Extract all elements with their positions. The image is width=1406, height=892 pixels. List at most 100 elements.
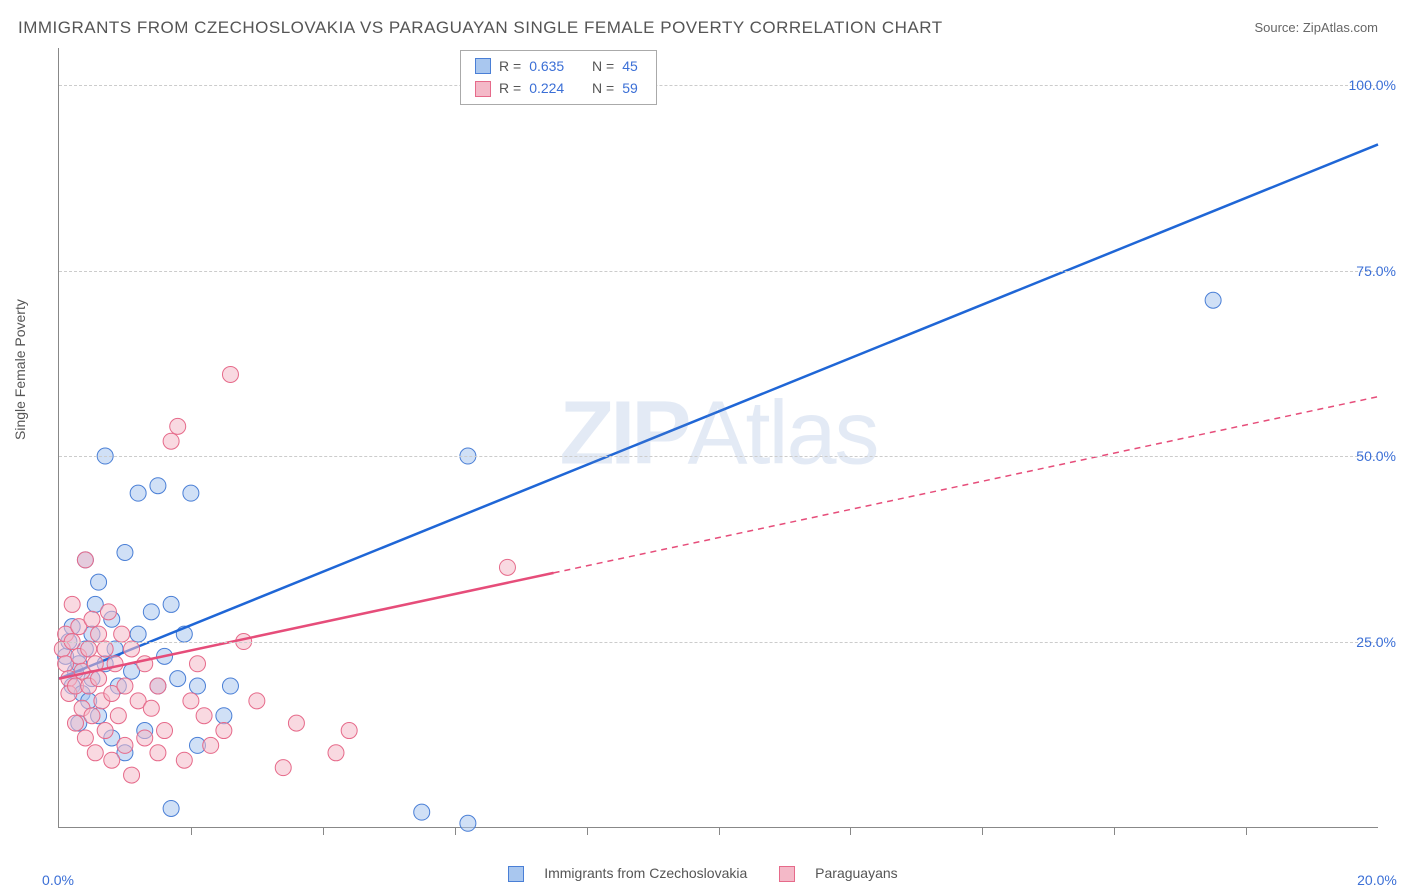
scatter-point-para — [124, 767, 140, 783]
scatter-point-para — [341, 723, 357, 739]
x-tick-label: 0.0% — [42, 872, 74, 888]
r-label: R = — [499, 55, 521, 77]
legend-row-czech: R = 0.635 N = 45 — [475, 55, 642, 77]
legend-label-czech: Immigrants from Czechoslovakia — [544, 865, 747, 881]
scatter-point-para — [67, 715, 83, 731]
y-tick-label: 25.0% — [1356, 634, 1396, 650]
scatter-point-para — [117, 678, 133, 694]
x-tick — [1246, 827, 1247, 835]
legend-correlation: R = 0.635 N = 45 R = 0.224 N = 59 — [460, 50, 657, 105]
legend-swatch-para — [475, 81, 491, 97]
scatter-point-czech — [143, 604, 159, 620]
scatter-point-czech — [163, 800, 179, 816]
scatter-point-para — [249, 693, 265, 709]
scatter-point-czech — [130, 485, 146, 501]
gridline-h — [59, 456, 1378, 457]
scatter-point-para — [97, 723, 113, 739]
scatter-point-para — [183, 693, 199, 709]
n-value: 45 — [622, 55, 638, 77]
scatter-point-czech — [189, 678, 205, 694]
chart-svg — [59, 48, 1378, 827]
x-tick — [455, 827, 456, 835]
legend-series: Immigrants from Czechoslovakia Paraguaya… — [0, 865, 1406, 882]
scatter-point-para — [196, 708, 212, 724]
x-tick — [191, 827, 192, 835]
scatter-point-para — [84, 708, 100, 724]
scatter-point-para — [114, 626, 130, 642]
scatter-point-para — [216, 723, 232, 739]
x-tick — [982, 827, 983, 835]
scatter-point-para — [81, 641, 97, 657]
scatter-point-czech — [130, 626, 146, 642]
scatter-point-para — [107, 656, 123, 672]
legend-swatch-czech — [475, 58, 491, 74]
scatter-point-czech — [414, 804, 430, 820]
legend-swatch-czech — [508, 866, 524, 882]
scatter-point-czech — [170, 671, 186, 687]
x-tick — [1114, 827, 1115, 835]
scatter-point-para — [87, 745, 103, 761]
scatter-point-para — [275, 760, 291, 776]
scatter-point-czech — [163, 596, 179, 612]
y-axis-label: Single Female Poverty — [12, 299, 28, 440]
scatter-point-para — [137, 730, 153, 746]
scatter-point-para — [176, 752, 192, 768]
n-label: N = — [592, 55, 614, 77]
scatter-point-para — [189, 656, 205, 672]
x-tick — [850, 827, 851, 835]
scatter-point-para — [150, 745, 166, 761]
scatter-point-para — [222, 366, 238, 382]
scatter-point-para — [499, 559, 515, 575]
scatter-point-para — [328, 745, 344, 761]
scatter-point-czech — [91, 574, 107, 590]
y-tick-label: 50.0% — [1356, 448, 1396, 464]
scatter-point-para — [84, 611, 100, 627]
scatter-point-czech — [183, 485, 199, 501]
legend-item-czech: Immigrants from Czechoslovakia — [500, 865, 755, 881]
trend-line-czech — [59, 144, 1378, 678]
scatter-point-para — [97, 641, 113, 657]
x-tick — [323, 827, 324, 835]
scatter-point-czech — [1205, 292, 1221, 308]
scatter-point-para — [124, 641, 140, 657]
scatter-point-czech — [460, 815, 476, 831]
n-value: 59 — [622, 77, 638, 99]
y-tick-label: 75.0% — [1356, 263, 1396, 279]
y-tick-label: 100.0% — [1349, 77, 1396, 93]
scatter-point-para — [143, 700, 159, 716]
x-tick — [587, 827, 588, 835]
scatter-point-para — [77, 552, 93, 568]
plot-area: ZIPAtlas — [58, 48, 1378, 828]
legend-label-para: Paraguayans — [815, 865, 898, 881]
scatter-point-czech — [150, 478, 166, 494]
legend-swatch-para — [779, 866, 795, 882]
scatter-point-para — [157, 723, 173, 739]
gridline-h — [59, 85, 1378, 86]
scatter-point-para — [100, 604, 116, 620]
scatter-point-para — [91, 671, 107, 687]
scatter-point-para — [91, 626, 107, 642]
scatter-point-para — [117, 737, 133, 753]
trend-line-dashed-para — [554, 397, 1378, 573]
scatter-point-para — [77, 730, 93, 746]
scatter-point-para — [163, 433, 179, 449]
r-label: R = — [499, 77, 521, 99]
legend-item-para: Paraguayans — [771, 865, 905, 881]
scatter-point-para — [64, 596, 80, 612]
scatter-point-para — [203, 737, 219, 753]
scatter-point-para — [150, 678, 166, 694]
scatter-point-para — [104, 752, 120, 768]
source-attribution: Source: ZipAtlas.com — [1254, 20, 1378, 35]
x-tick — [719, 827, 720, 835]
scatter-point-czech — [222, 678, 238, 694]
scatter-point-para — [170, 418, 186, 434]
r-value: 0.224 — [529, 77, 564, 99]
trend-line-para — [59, 573, 554, 679]
r-value: 0.635 — [529, 55, 564, 77]
legend-row-para: R = 0.224 N = 59 — [475, 77, 642, 99]
chart-title: IMMIGRANTS FROM CZECHOSLOVAKIA VS PARAGU… — [18, 18, 943, 38]
scatter-point-czech — [117, 544, 133, 560]
scatter-point-czech — [216, 708, 232, 724]
n-label: N = — [592, 77, 614, 99]
scatter-point-para — [110, 708, 126, 724]
